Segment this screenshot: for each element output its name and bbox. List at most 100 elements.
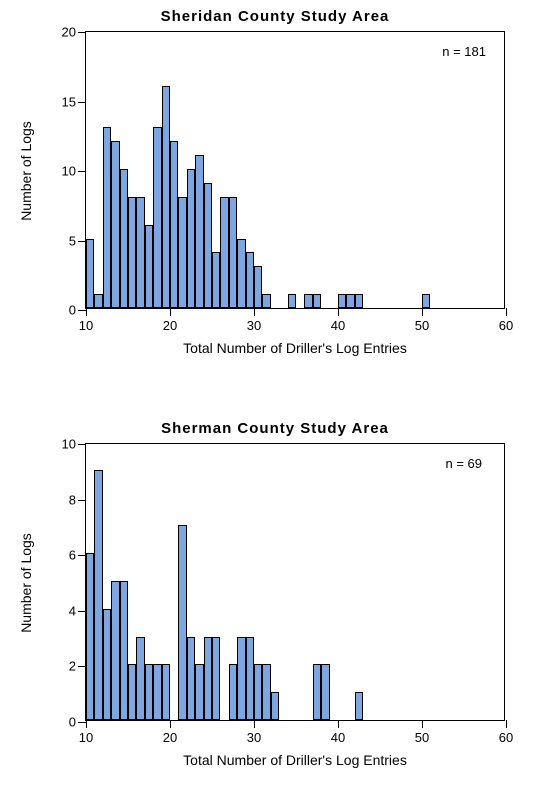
histogram-bar [288,294,296,308]
y-tick-label: 4 [69,603,76,618]
x-tick [254,308,255,316]
y-tick [78,444,86,445]
y-tick-label: 8 [69,492,76,507]
histogram-bar [254,664,262,720]
x-tick [86,308,87,316]
y-axis-label: Number of Logs [18,121,34,221]
histogram-bar [355,692,363,720]
histogram-bar [111,581,119,720]
histogram-bar [229,197,237,308]
histogram-bar [153,664,161,720]
x-tick-label: 40 [331,318,345,333]
x-tick-label: 40 [331,730,345,745]
histogram-bar [321,664,329,720]
y-tick-label: 5 [69,233,76,248]
y-tick-label: 15 [62,94,76,109]
histogram-bar [145,664,153,720]
x-tick [422,308,423,316]
histogram-bar [86,239,94,309]
histogram-bar [111,141,119,308]
y-axis-label: Number of Logs [18,533,34,633]
histogram-bar [145,225,153,308]
y-tick [78,310,86,311]
x-tick-label: 30 [247,318,261,333]
histogram-bar [229,664,237,720]
x-tick [506,308,507,316]
x-tick [338,308,339,316]
x-tick [506,720,507,728]
histogram-bar [204,183,212,308]
chart-sherman: Sherman County Study Area 024681010203040… [0,420,550,721]
histogram-bar [271,692,279,720]
x-tick-label: 20 [163,730,177,745]
n-annotation: n = 181 [442,44,486,59]
histogram-bar [195,664,203,720]
y-tick-label: 0 [69,715,76,730]
histogram-bar [187,637,195,720]
plot-area: 0246810102030405060n = 69Number of LogsT… [85,443,505,721]
histogram-bar [246,637,254,720]
histogram-bar [128,197,136,308]
n-annotation: n = 69 [445,456,482,471]
x-axis-label: Total Number of Driller's Log Entries [183,752,407,768]
histogram-bar [262,294,270,308]
histogram-bar [313,294,321,308]
y-tick [78,555,86,556]
y-tick-label: 10 [62,437,76,452]
y-tick [78,500,86,501]
x-tick [422,720,423,728]
x-tick-label: 20 [163,318,177,333]
histogram-bar [120,169,128,308]
y-tick [78,666,86,667]
histogram-bar [153,127,161,308]
histogram-bar [86,553,94,720]
y-tick-label: 0 [69,303,76,318]
plot-area: 05101520102030405060n = 181Number of Log… [85,31,505,309]
chart-title: Sherman County Study Area [0,420,550,437]
histogram-bar [94,294,102,308]
histogram-bar [212,637,220,720]
histogram-bar [346,294,354,308]
histogram-bar [313,664,321,720]
histogram-bar [103,609,111,720]
chart-title: Sheridan County Study Area [0,8,550,25]
histogram-bar [237,637,245,720]
histogram-bar [162,86,170,308]
x-axis-label: Total Number of Driller's Log Entries [183,340,407,356]
x-tick [86,720,87,728]
chart-sheridan: Sheridan County Study Area 05101520102030… [0,8,550,309]
histogram-bar [338,294,346,308]
y-tick [78,241,86,242]
histogram-bar [103,127,111,308]
histogram-bar [178,197,186,308]
y-tick [78,171,86,172]
x-tick [170,720,171,728]
histogram-bar [120,581,128,720]
y-tick-label: 2 [69,659,76,674]
y-tick-label: 6 [69,548,76,563]
histogram-bar [254,266,262,308]
y-tick [78,611,86,612]
histogram-bar [162,664,170,720]
histogram-bar [128,664,136,720]
x-tick-label: 10 [79,318,93,333]
x-tick [338,720,339,728]
plot-box: 05101520102030405060n = 181Number of Log… [85,31,505,309]
histogram-bar [170,141,178,308]
histogram-bar [136,637,144,720]
x-tick-label: 30 [247,730,261,745]
histogram-bar [422,294,430,308]
histogram-bar [187,169,195,308]
histogram-bar [237,239,245,309]
x-tick [170,308,171,316]
histogram-bar [355,294,363,308]
y-tick-label: 20 [62,25,76,40]
histogram-bar [220,197,228,308]
x-tick-label: 60 [499,318,513,333]
histogram-bar [262,664,270,720]
y-tick [78,102,86,103]
x-tick-label: 60 [499,730,513,745]
x-tick [254,720,255,728]
histogram-bar [246,252,254,308]
plot-box: 0246810102030405060n = 69Number of LogsT… [85,443,505,721]
